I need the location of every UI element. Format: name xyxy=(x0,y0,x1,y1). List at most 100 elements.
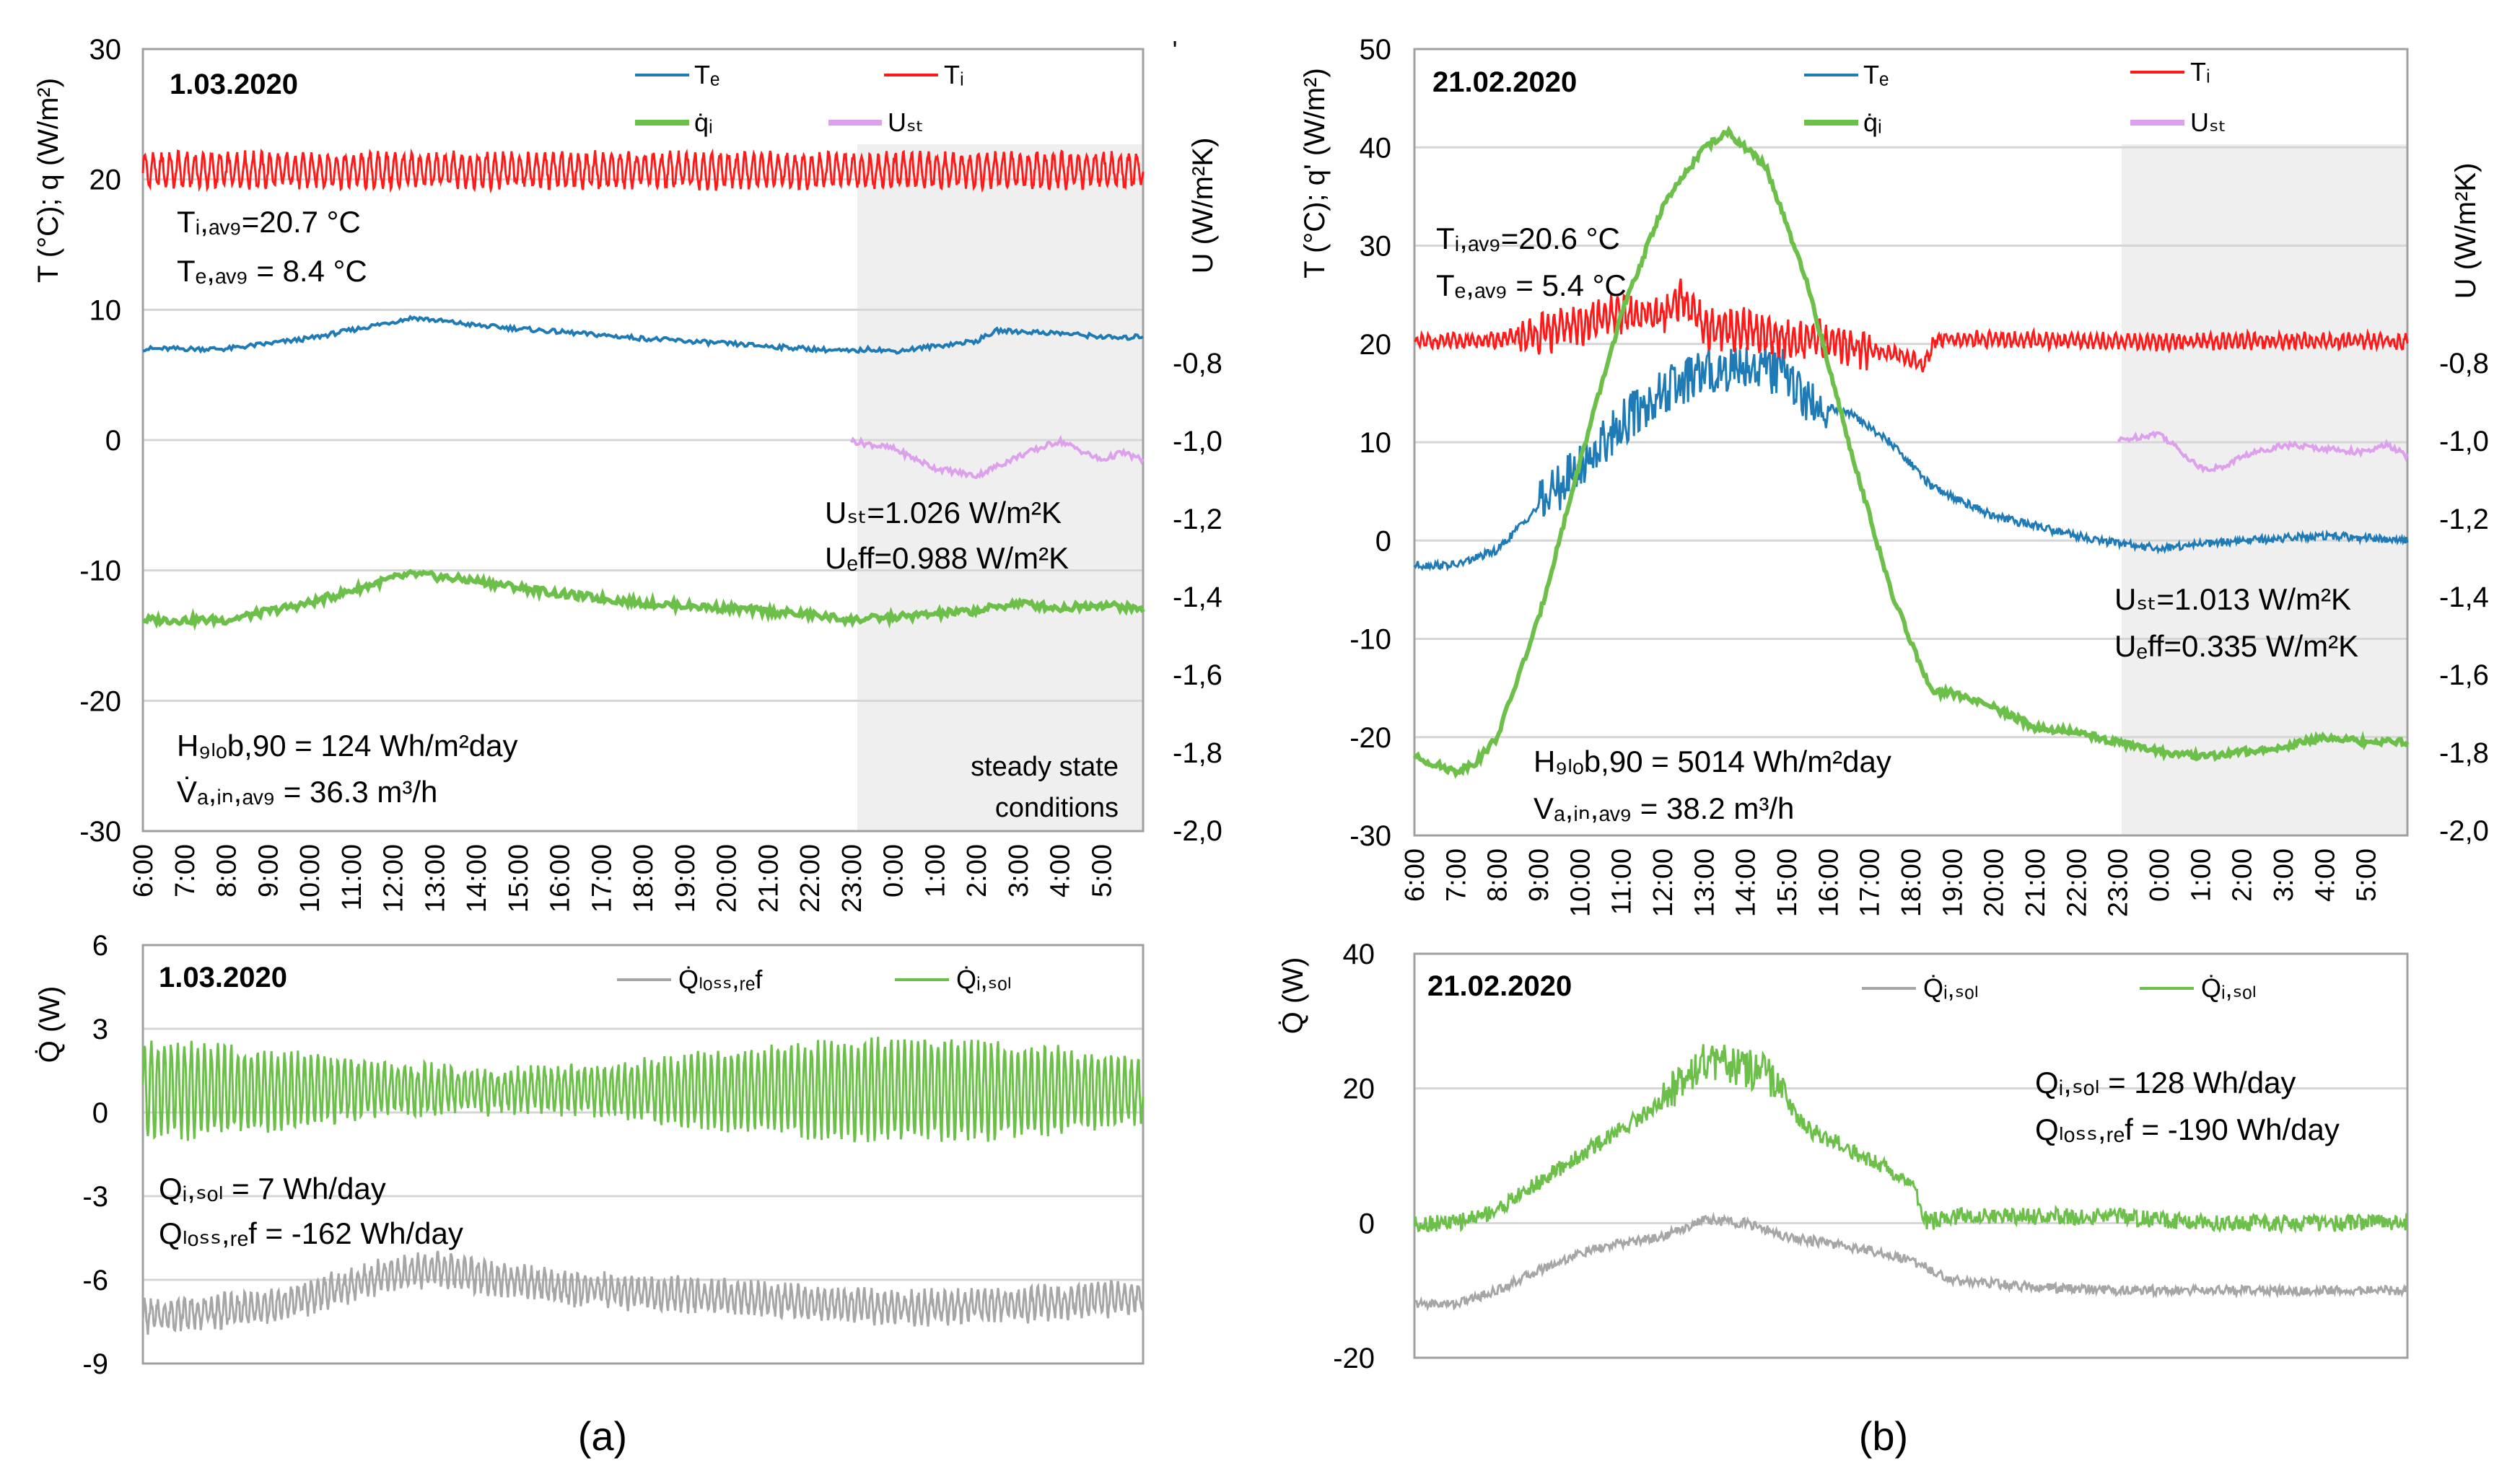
ytick-right-label: -1,0 xyxy=(2439,426,2489,457)
legend-qloss-a: Q̇ₗₒₛₛ,ᵣₑf xyxy=(678,965,763,994)
series-line-qloss xyxy=(1414,1211,2409,1312)
ytick-right-label: -1,6 xyxy=(1173,659,1222,691)
xtick-label: 19:00 xyxy=(670,844,701,913)
xtick-label: 17:00 xyxy=(587,844,617,913)
xtick-label: 19:00 xyxy=(1938,848,1968,917)
ytick-label: 20 xyxy=(89,164,122,196)
legend-te-b: Tₑ xyxy=(1863,60,1889,89)
xtick-label: 21:00 xyxy=(753,844,784,913)
xtick-label: 2:00 xyxy=(2228,848,2258,902)
xtick-label: 18:00 xyxy=(629,844,659,913)
xtick-label: 7:00 xyxy=(1441,848,1471,902)
xtick-label: 4:00 xyxy=(1046,844,1076,897)
right-axis-tick-a: ' xyxy=(1173,35,1178,65)
date-label-b-top: 21.02.2020 xyxy=(1432,66,1577,98)
plot-frame-b-bottom xyxy=(1413,952,2409,1359)
xtick-label: 0:00 xyxy=(2145,848,2175,902)
ytick-right-label: -1,2 xyxy=(1173,504,1222,535)
xtick-label: 1:00 xyxy=(920,844,950,897)
series-line-ust xyxy=(850,434,1145,480)
u-st-a: Uₛₜ=1.026 W/m²K xyxy=(825,496,1062,530)
xtick-label: 22:00 xyxy=(2062,848,2092,917)
series-line-te xyxy=(142,315,1144,355)
panel-b-bottom: 21.02.2020 Q̇ᵢ,ₛₒₗ Q̇ᵢ,ₛₒₗ Qᵢ,ₛₒₗ = 128 … xyxy=(1277,939,2409,1374)
series-a-bottom xyxy=(141,1037,1145,1335)
ytick-label: 0 xyxy=(105,425,121,457)
series-line-qi xyxy=(1412,125,2410,779)
ytick-label: -10 xyxy=(79,556,121,587)
yticks-right-b: -0,8 -1,0 -1,2 -1,4 -1,6 -1,8 -2,0 xyxy=(2439,348,2489,847)
xtick-label: 0:00 xyxy=(879,844,909,897)
ytick-right-label: -1,4 xyxy=(2439,581,2489,613)
ytick-label: -20 xyxy=(79,685,121,717)
ytick-right-label: -2,0 xyxy=(2439,815,2489,847)
ytick-label: -6 xyxy=(82,1265,108,1296)
ylabel-left-a: T (°C); q (W/m²) xyxy=(32,78,64,283)
te-avg-a: Tₑ,ₐᵥ₉ = 8.4 °C xyxy=(177,254,367,288)
legend-qi-a: q̇ᵢ xyxy=(694,107,713,137)
ytick-label: 30 xyxy=(1360,231,1392,263)
legend-qi-b: q̇ᵢ xyxy=(1863,107,1882,137)
ytick-right-label: -0,8 xyxy=(2439,348,2489,379)
ytick-label: -30 xyxy=(79,816,121,848)
ytick-right-label: -1,0 xyxy=(1173,426,1222,457)
xtick-label: 17:00 xyxy=(1855,848,1886,917)
legend-ti-b: Tᵢ xyxy=(2190,57,2210,87)
xtick-label: 23:00 xyxy=(837,844,867,913)
xtick-label: 2:00 xyxy=(962,844,992,897)
xtick-label: 13:00 xyxy=(1689,848,1720,917)
steady-label-1: steady state xyxy=(971,752,1119,782)
xtick-label: 20:00 xyxy=(1979,848,2010,917)
ytick-right-label: -0,8 xyxy=(1173,348,1222,379)
xtick-label: 3:00 xyxy=(2269,848,2299,902)
xtick-label: 15:00 xyxy=(504,844,534,913)
u-eff-b: Uₑff=0.335 W/m²K xyxy=(2114,629,2358,663)
xtick-label: 20:00 xyxy=(712,844,743,913)
steady-label-2: conditions xyxy=(995,793,1119,823)
ytick-label: 10 xyxy=(1360,427,1392,459)
ytick-label: 6 xyxy=(92,930,108,962)
ytick-label: 0 xyxy=(92,1097,108,1129)
xtick-label: 9:00 xyxy=(1524,848,1554,902)
xtick-label: 16:00 xyxy=(546,844,576,913)
xticks-b: 6:00 7:00 8:00 9:00 10:00 11:00 12:00 13:00 14:0… xyxy=(1400,848,2382,917)
caption-b: (b) xyxy=(1859,1413,1908,1459)
ytick-right-label: -1,8 xyxy=(2439,737,2489,769)
q-sol-a: Qᵢ,ₛₒₗ = 7 Wh/day xyxy=(159,1172,386,1206)
legend-qloss-b: Q̇ᵢ,ₛₒₗ xyxy=(1923,973,1979,1003)
h-glob-a: H₉ₗₒb,90 = 124 Wh/m²day xyxy=(177,729,518,763)
xtick-label: 9:00 xyxy=(253,844,284,897)
date-label-a-bottom: 1.03.2020 xyxy=(159,962,287,993)
u-st-b: Uₛₜ=1.013 W/m²K xyxy=(2114,582,2351,616)
ylabel-right-a: U (W/m²K) xyxy=(1187,138,1219,274)
plot-frame-a-top xyxy=(141,48,1145,833)
series-line-qi xyxy=(141,568,1145,631)
xtick-label: 8:00 xyxy=(212,844,242,897)
ytick-label: -20 xyxy=(1349,722,1391,754)
xtick-label: 11:00 xyxy=(337,844,367,910)
xtick-label: 5:00 xyxy=(1087,844,1117,897)
xticks-a: 6:00 7:00 8:00 9:00 10:00 11:00 12:00 13:00 14:0… xyxy=(128,844,1117,913)
ytick-label: -3 xyxy=(82,1181,108,1213)
ti-avg-b: Tᵢ,ₐᵥ₉=20.6 °C xyxy=(1436,221,1620,255)
ytick-right-label: -1,2 xyxy=(2439,504,2489,535)
xtick-label: 8:00 xyxy=(1483,848,1513,902)
series-line-ust xyxy=(2117,430,2409,474)
ytick-label: 3 xyxy=(92,1014,108,1045)
legend-te-a: Tₑ xyxy=(694,60,719,89)
xtick-label: 1:00 xyxy=(2186,848,2216,902)
ytick-label: -10 xyxy=(1349,624,1391,656)
u-eff-a: Uₑff=0.988 W/m²K xyxy=(825,541,1069,575)
q-sol-b: Qᵢ,ₛₒₗ = 128 Wh/day xyxy=(2035,1066,2296,1099)
xtick-label: 23:00 xyxy=(2104,848,2134,917)
series-line-qsol xyxy=(141,1037,1145,1143)
ytick-label: 20 xyxy=(1343,1074,1375,1105)
ytick-right-label: -2,0 xyxy=(1173,815,1222,847)
xtick-label: 15:00 xyxy=(1772,848,1803,917)
xtick-label: 22:00 xyxy=(795,844,826,913)
yticks-b-bottom: 40 20 0 -20 xyxy=(1333,939,1375,1374)
ytick-right-label: -1,4 xyxy=(1173,581,1222,613)
xtick-label: 12:00 xyxy=(379,844,409,913)
series-b-top xyxy=(1412,125,2410,779)
series-b-bottom xyxy=(1413,1044,2409,1312)
